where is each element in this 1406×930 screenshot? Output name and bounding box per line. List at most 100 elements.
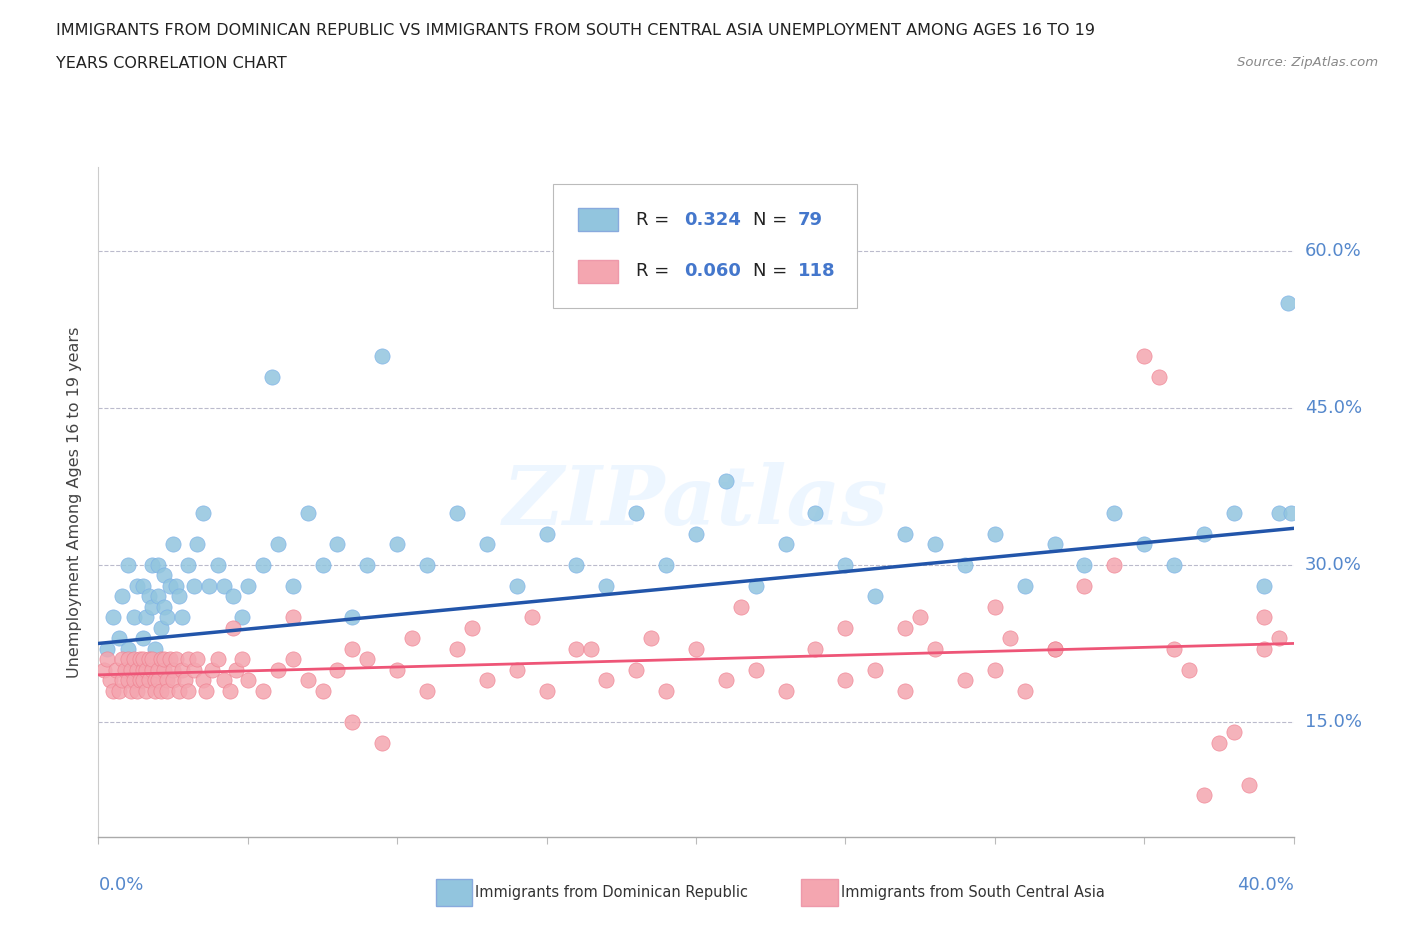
Point: [141, 652, 163, 667]
Point: [1133, 349, 1156, 364]
Point: [172, 610, 194, 625]
Point: [96, 652, 118, 667]
Point: [103, 610, 125, 625]
Point: [1104, 505, 1126, 520]
Point: [156, 672, 179, 687]
Point: [231, 652, 253, 667]
Text: N =: N =: [754, 262, 793, 280]
Point: [281, 610, 304, 625]
Point: [1192, 526, 1215, 541]
Point: [475, 537, 498, 551]
Point: [198, 578, 221, 593]
Point: [894, 683, 917, 698]
Text: Source: ZipAtlas.com: Source: ZipAtlas.com: [1237, 56, 1378, 69]
Point: [222, 620, 245, 635]
Point: [1223, 505, 1246, 520]
Point: [148, 662, 170, 677]
Point: [191, 505, 214, 520]
Y-axis label: Unemployment Among Ages 16 to 19 years: Unemployment Among Ages 16 to 19 years: [67, 326, 83, 678]
Point: [143, 672, 166, 687]
Point: [311, 683, 333, 698]
Point: [108, 631, 131, 645]
Point: [297, 672, 319, 687]
Point: [1237, 777, 1260, 792]
Point: [297, 505, 319, 520]
Point: [194, 683, 218, 698]
Point: [865, 662, 887, 677]
Point: [252, 558, 274, 573]
Point: [143, 642, 166, 657]
Point: [655, 558, 678, 573]
Point: [148, 558, 170, 573]
Point: [111, 672, 134, 687]
FancyBboxPatch shape: [578, 208, 619, 231]
Point: [834, 672, 856, 687]
Point: [165, 578, 187, 593]
Point: [730, 600, 752, 615]
Point: [129, 652, 152, 667]
Point: [1253, 578, 1275, 593]
Point: [162, 672, 184, 687]
Point: [105, 662, 128, 677]
Point: [177, 652, 200, 667]
Point: [371, 736, 394, 751]
Point: [186, 537, 208, 551]
Point: [212, 578, 235, 593]
Text: 15.0%: 15.0%: [1305, 713, 1361, 731]
Point: [201, 662, 224, 677]
Point: [143, 683, 166, 698]
Point: [96, 642, 118, 657]
Point: [998, 631, 1021, 645]
Point: [446, 505, 468, 520]
Point: [506, 662, 529, 677]
Point: [595, 672, 617, 687]
Point: [225, 662, 247, 677]
Point: [953, 558, 976, 573]
Point: [1192, 788, 1215, 803]
Point: [150, 652, 173, 667]
Point: [281, 652, 304, 667]
Point: [148, 672, 170, 687]
Point: [162, 662, 184, 677]
Point: [212, 672, 235, 687]
Point: [1147, 369, 1170, 384]
Point: [159, 578, 181, 593]
Point: [117, 642, 139, 657]
FancyBboxPatch shape: [553, 184, 858, 308]
Point: [186, 652, 208, 667]
Point: [183, 662, 205, 677]
Point: [236, 672, 259, 687]
Point: [1267, 631, 1289, 645]
Point: [1163, 642, 1185, 657]
Point: [685, 642, 707, 657]
Point: [834, 558, 856, 573]
Point: [124, 672, 146, 687]
Point: [183, 578, 205, 593]
Point: [132, 672, 155, 687]
Text: N =: N =: [754, 210, 793, 229]
Point: [127, 683, 149, 698]
Point: [156, 683, 179, 698]
Point: [191, 672, 214, 687]
Point: [834, 620, 856, 635]
Text: ZIPatlas: ZIPatlas: [503, 462, 889, 542]
Point: [714, 672, 737, 687]
Point: [475, 672, 498, 687]
Point: [124, 610, 146, 625]
Point: [1014, 578, 1036, 593]
Point: [120, 683, 142, 698]
Point: [342, 642, 364, 657]
Point: [311, 558, 333, 573]
Point: [1223, 725, 1246, 740]
Point: [117, 672, 139, 687]
Point: [401, 631, 423, 645]
Point: [153, 568, 176, 583]
Point: [446, 642, 468, 657]
Point: [219, 683, 242, 698]
Text: 0.324: 0.324: [685, 210, 741, 229]
Point: [114, 662, 136, 677]
Text: YEARS CORRELATION CHART: YEARS CORRELATION CHART: [56, 56, 287, 71]
Point: [326, 537, 349, 551]
Point: [506, 578, 529, 593]
Point: [267, 537, 290, 551]
